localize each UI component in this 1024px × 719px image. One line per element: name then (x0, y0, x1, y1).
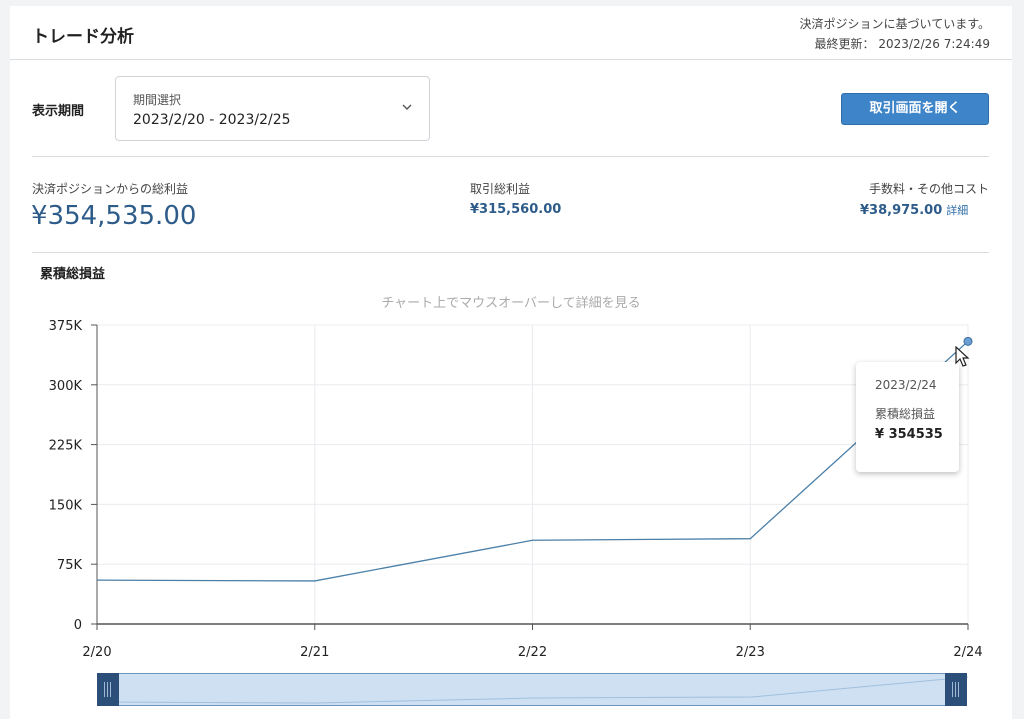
chart-title: 累積総損益 (40, 267, 106, 282)
navigator-series-preview (98, 676, 968, 704)
page-title: トレード分析 (32, 27, 134, 47)
x-tick-label: 2/21 (300, 645, 329, 660)
divider (32, 156, 989, 157)
cumulative-pnl-chart[interactable]: 0 75K 150K 225K 300K 375K 2/20 2/21 2/22 2/23 2/24 (10, 6, 1012, 719)
mouse-pointer-icon (955, 346, 970, 367)
tooltip-value: ¥ 354535 (875, 427, 943, 442)
period-label: 表示期間 (32, 104, 85, 119)
total-profit-label: 決済ポジションからの総利益 (32, 182, 189, 196)
fees-value: ¥38,975.00 (860, 203, 943, 218)
divider (32, 252, 989, 253)
period-select[interactable]: 期間選択 2023/2/20 - 2023/2/25 (115, 76, 430, 141)
total-profit-value: ¥354,535.00 (31, 201, 197, 231)
trade-analysis-panel: トレード分析 決済ポジションに基づいています。 最終更新： 2023/2/26 … (10, 6, 1012, 719)
series-line (96, 340, 969, 582)
grip-icon (110, 682, 111, 697)
gross-profit-value: ¥315,560.00 (470, 202, 562, 217)
y-tick-label: 150K (49, 498, 83, 513)
y-tick-label: 225K (49, 439, 83, 454)
period-select-value: 2023/2/20 - 2023/2/25 (133, 112, 291, 128)
x-tick-label: 2/23 (736, 645, 765, 660)
fees-label: 手数料・その他コスト (868, 182, 989, 196)
y-tick-label: 75K (57, 558, 83, 573)
last-updated-value: 2023/2/26 7:24:49 (878, 37, 990, 51)
grip-icon (952, 682, 953, 697)
basis-note: 決済ポジションに基づいています。 (799, 17, 990, 31)
y-tick-label: 300K (49, 379, 83, 394)
y-tick-label: 0 (74, 618, 82, 633)
tooltip-date: 2023/2/24 (875, 378, 937, 392)
grip-icon (955, 682, 956, 697)
gross-profit-label: 取引総利益 (470, 182, 531, 196)
grip-icon (104, 682, 105, 697)
grip-icon (107, 682, 108, 697)
chevron-down-icon (402, 104, 412, 110)
y-tick-label: 375K (49, 319, 83, 334)
fees-value-row: ¥38,975.00 詳細 (860, 202, 968, 218)
chart-tooltip: 2023/2/24 累積総損益 ¥ 354535 (856, 362, 959, 472)
last-updated: 最終更新： 2023/2/26 7:24:49 (800, 34, 990, 54)
fees-detail-link[interactable]: 詳細 (946, 204, 969, 217)
x-tick-label: 2/24 (953, 645, 982, 660)
tooltip-series: 累積総損益 (875, 407, 936, 421)
period-select-placeholder: 期間選択 (133, 93, 182, 107)
x-tick-label: 2/22 (518, 645, 547, 660)
navigator-right-handle[interactable] (945, 673, 967, 706)
x-tick-label: 2/20 (82, 645, 111, 660)
grip-icon (958, 682, 959, 697)
range-navigator[interactable] (97, 673, 968, 706)
panel-header: トレード分析 決済ポジションに基づいています。 最終更新： 2023/2/26 … (10, 6, 1012, 60)
last-updated-label: 最終更新： (814, 37, 875, 51)
open-trading-button[interactable]: 取引画面を開く (841, 93, 989, 125)
update-info: 決済ポジションに基づいています。 最終更新： 2023/2/26 7:24:49 (800, 14, 990, 54)
chart-hint: チャート上でマウスオーバーして詳細を見る (381, 296, 641, 311)
navigator-left-handle[interactable] (97, 673, 119, 706)
data-point-marker (963, 336, 973, 346)
